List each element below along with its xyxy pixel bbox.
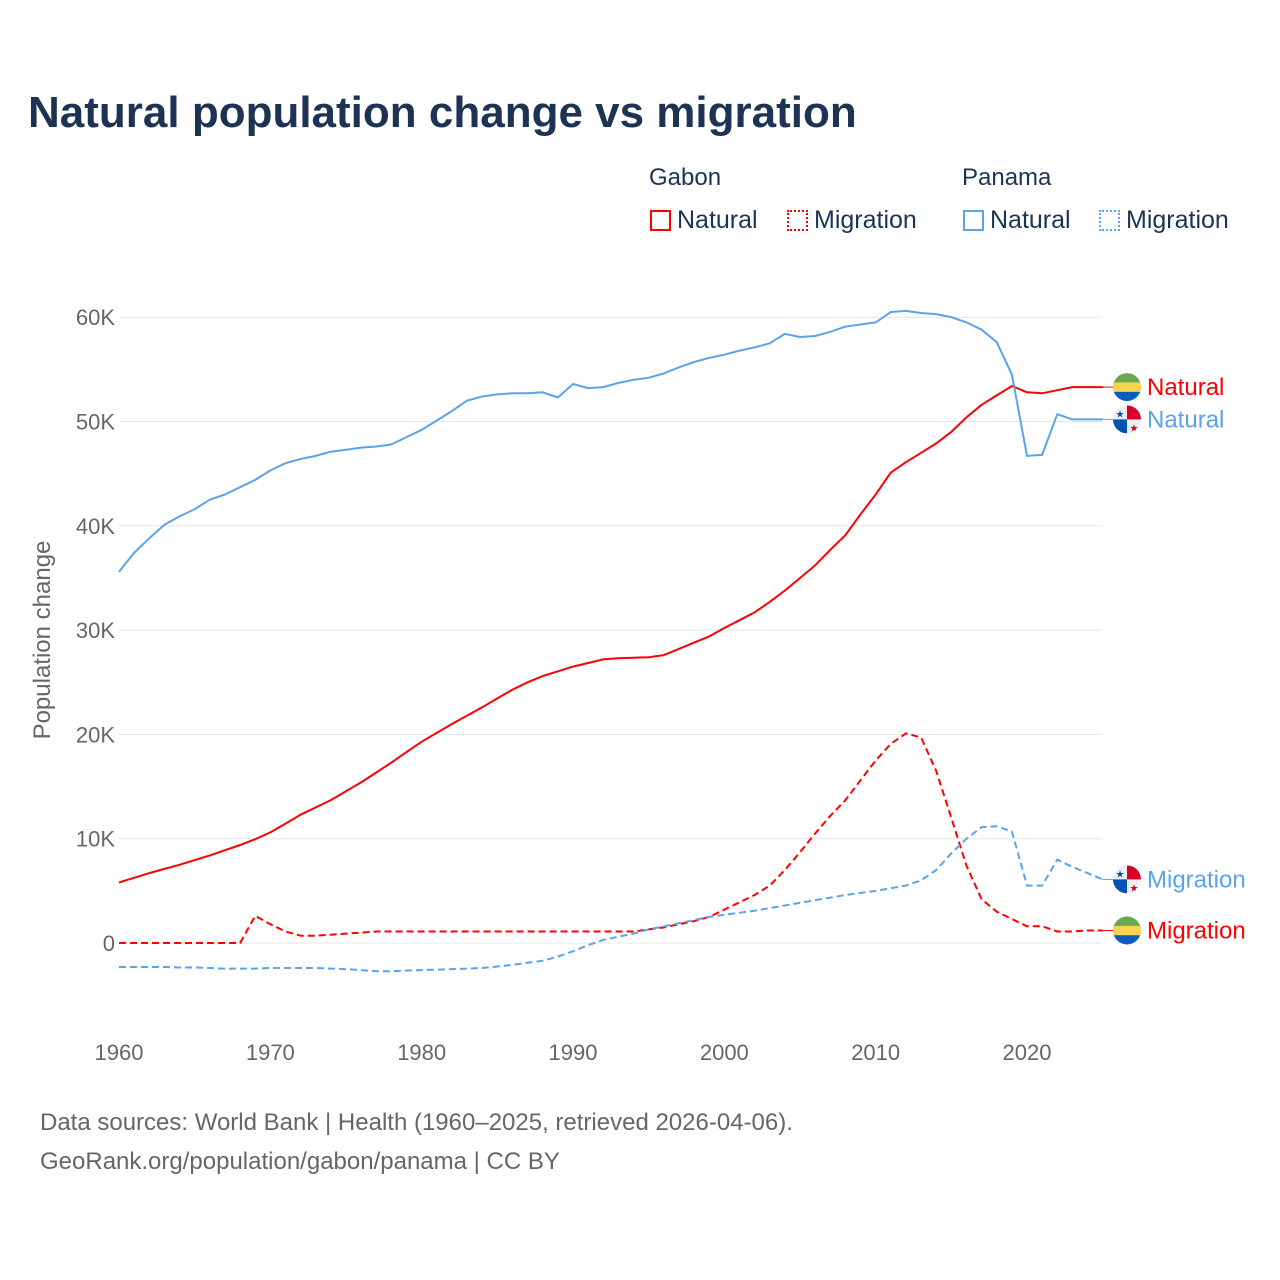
x-tick-label: 2000 [700, 1040, 749, 1065]
gabon-flag-icon [1113, 373, 1141, 402]
data-sources: Data sources: World Bank | Health (1960–… [40, 1109, 793, 1136]
flag-quarter [1113, 879, 1127, 894]
y-tick-label: 40K [76, 514, 115, 539]
x-tick-label: 1980 [397, 1040, 446, 1065]
chart-title: Natural population change vs migration [28, 88, 857, 137]
legend-label: Migration [814, 206, 917, 234]
end-label-text: Migration [1147, 918, 1246, 945]
flag-quarter [1127, 865, 1141, 880]
y-tick-label: 60K [76, 305, 115, 330]
panama-flag-icon: ★★ [1113, 405, 1141, 434]
flag-stripe [1113, 382, 1141, 392]
panama-flag-icon: ★★ [1113, 865, 1141, 894]
y-tick-label: 20K [76, 722, 115, 747]
end-label-gabon-natural: Natural [1102, 373, 1224, 402]
series-line-gabon-natural [118, 385, 1103, 884]
flag-star: ★ [1130, 423, 1139, 434]
flag-stripe [1113, 373, 1141, 384]
end-label-text: Migration [1147, 866, 1246, 893]
flag-stripe [1113, 935, 1141, 945]
end-label-gabon-migration: Migration [1102, 916, 1246, 945]
series-line-panama-natural [118, 309, 1103, 573]
legend-gabon-natural[interactable]: Natural [650, 206, 758, 235]
flag-star: ★ [1116, 409, 1125, 420]
legend-label: Natural [677, 206, 758, 234]
series-line-gabon-migration [119, 732, 1103, 944]
solid-line-swatch-icon [650, 210, 671, 231]
y-axis-label: Population change [29, 541, 56, 740]
dotted-line-swatch-icon [787, 210, 808, 231]
x-tick-label: 1990 [549, 1040, 598, 1065]
y-tick-label: 10K [76, 827, 115, 852]
flag-star: ★ [1116, 869, 1125, 880]
flag-star: ★ [1130, 883, 1139, 894]
flag-quarter [1113, 419, 1127, 434]
legend-panama-natural[interactable]: Natural [963, 206, 1071, 235]
flag-quarter [1127, 405, 1141, 420]
end-label-panama-migration: ★★ Migration [1102, 865, 1246, 894]
credit-link[interactable]: GeoRank.org/population/gabon/panama | CC… [40, 1148, 560, 1175]
x-tick-label: 1970 [246, 1040, 295, 1065]
x-tick-label: 2010 [851, 1040, 900, 1065]
dotted-line-swatch-icon [1099, 210, 1120, 231]
x-tick-label: 1960 [95, 1040, 144, 1065]
end-label-panama-natural: ★★ Natural [1102, 405, 1224, 434]
solid-line-swatch-icon [963, 210, 984, 231]
flag-stripe [1113, 916, 1141, 927]
y-tick-label: 50K [76, 410, 115, 435]
gabon-flag-icon [1113, 916, 1141, 945]
legend-gabon-migration[interactable]: Migration [787, 206, 917, 235]
legend-panama-migration[interactable]: Migration [1099, 206, 1229, 235]
legend-label: Migration [1126, 206, 1229, 234]
end-label-text: Natural [1147, 406, 1224, 433]
flag-stripe [1113, 391, 1141, 402]
y-tick-label: 30K [76, 618, 115, 643]
flag-stripe [1113, 925, 1141, 936]
series-line-panama-migration [119, 825, 1104, 973]
x-tick-label: 2020 [1003, 1040, 1052, 1065]
y-tick-label: 0 [103, 931, 115, 956]
legend-label: Natural [990, 206, 1071, 234]
end-label-text: Natural [1147, 374, 1224, 401]
legend-group-panama: Panama [962, 164, 1052, 191]
legend-group-gabon: Gabon [649, 164, 722, 191]
